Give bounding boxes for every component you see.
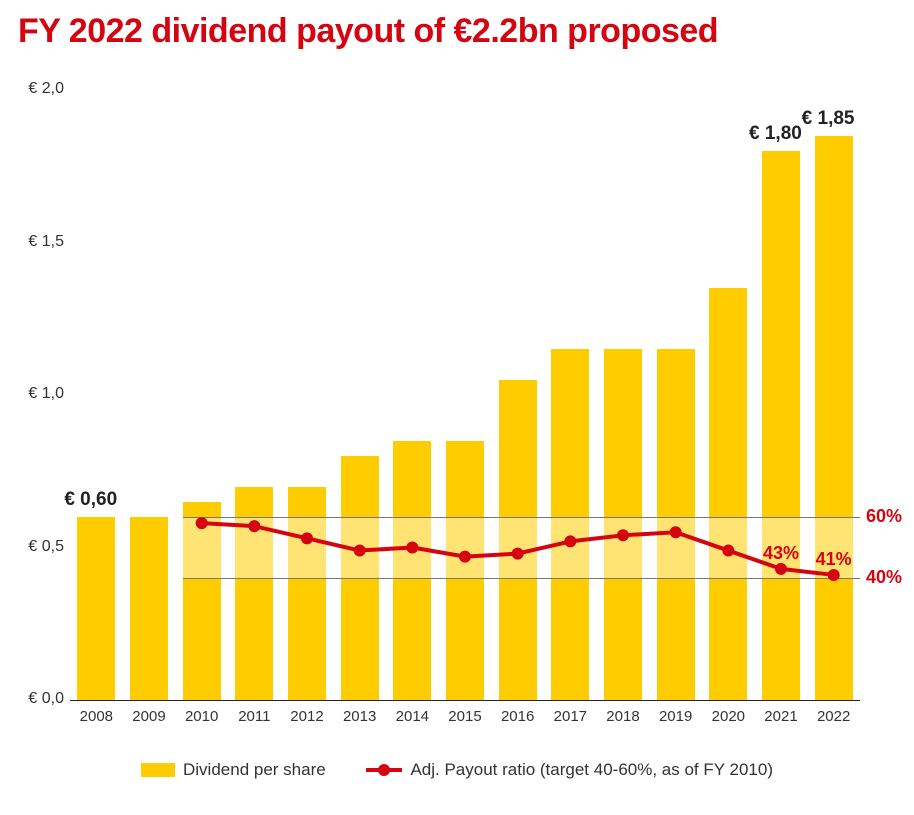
x-axis-tick: 2019 [649,708,702,725]
bar [393,441,431,700]
bar [288,487,326,701]
page: FY 2022 dividend payout of €2.2bn propos… [0,0,914,815]
x-axis-tick: 2020 [702,708,755,725]
bar [657,349,695,700]
chart-title: FY 2022 dividend payout of €2.2bn propos… [18,12,718,51]
band-pct-label: 60% [866,506,902,527]
bar [130,517,168,700]
x-axis-tick: 2010 [175,708,228,725]
y-axis-tick: € 2,0 [4,80,64,98]
bar [77,517,115,700]
bar [235,487,273,701]
line-value-label: 41% [816,549,852,570]
bar [341,456,379,700]
legend-swatch-bar [141,763,175,777]
x-axis-tick: 2013 [333,708,386,725]
x-axis-baseline [70,700,860,701]
x-axis-tick: 2021 [755,708,808,725]
legend-item-bars: Dividend per share [141,760,326,780]
bar [815,136,853,700]
x-axis-tick: 2011 [228,708,281,725]
legend: Dividend per share Adj. Payout ratio (ta… [0,760,914,782]
y-axis-tick: € 0,5 [4,538,64,556]
bar [183,502,221,700]
legend-item-line: Adj. Payout ratio (target 40-60%, as of … [366,760,773,780]
bar-value-label: € 1,80 [749,123,802,145]
bar [709,288,747,700]
legend-label-bars: Dividend per share [183,760,326,780]
bar [499,380,537,700]
x-axis-tick: 2009 [123,708,176,725]
x-axis-tick: 2022 [807,708,860,725]
y-axis-tick: € 1,5 [4,233,64,251]
bar [604,349,642,700]
line-value-label: 43% [763,543,799,564]
bar [446,441,484,700]
bar-value-label: € 1,85 [802,108,855,130]
band-pct-label: 40% [866,567,902,588]
x-axis-tick: 2017 [544,708,597,725]
bar-value-label: € 0,60 [64,489,117,511]
x-axis-tick: 2016 [491,708,544,725]
x-axis-tick: 2015 [439,708,492,725]
x-axis-tick: 2014 [386,708,439,725]
x-axis-tick: 2008 [70,708,123,725]
bar [551,349,589,700]
y-axis-tick: € 0,0 [4,690,64,708]
legend-swatch-line [366,763,402,777]
x-axis-tick: 2012 [281,708,334,725]
chart-area [70,90,860,700]
bar [762,151,800,700]
legend-label-line: Adj. Payout ratio (target 40-60%, as of … [410,760,773,780]
x-axis-tick: 2018 [597,708,650,725]
y-axis-tick: € 1,0 [4,385,64,403]
